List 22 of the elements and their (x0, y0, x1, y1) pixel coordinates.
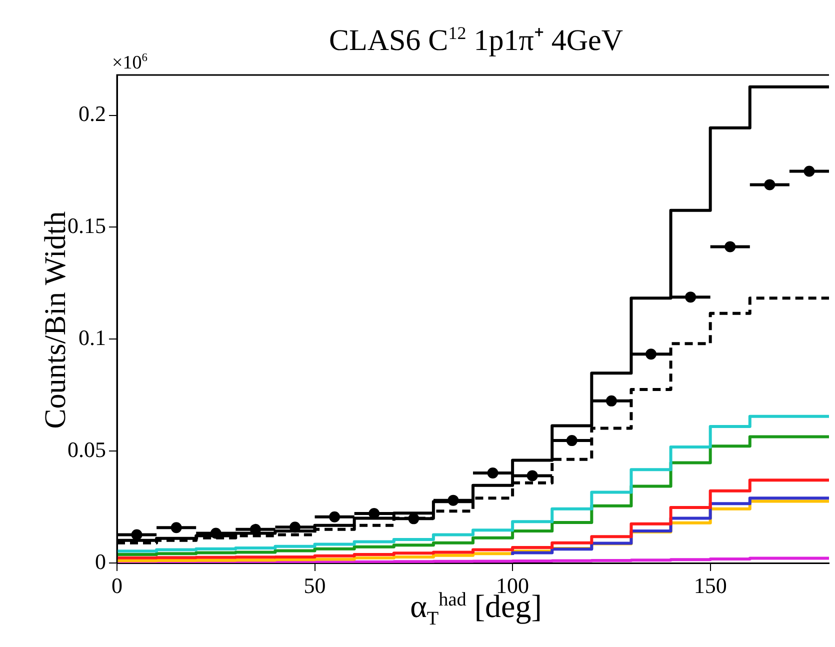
point (329, 511, 340, 522)
point (764, 179, 776, 190)
point (487, 468, 498, 479)
y-tick-label: 0.2 (78, 101, 106, 126)
point (685, 292, 696, 303)
y-tick-label: 0.1 (78, 324, 106, 350)
point (566, 435, 578, 446)
x-tick-label: 50 (304, 572, 326, 598)
point (131, 529, 142, 540)
chart-title: CLAS6 C$^{12}$ 1p1π⁺ 4GeV (329, 22, 623, 59)
x-tick-label: 150 (694, 572, 727, 598)
y-tick-label: 0.05 (68, 436, 106, 462)
y-tick-label: 0.15 (68, 213, 106, 238)
point (526, 470, 538, 482)
point (804, 166, 815, 177)
point (170, 522, 182, 534)
y-tick-label: 0 (95, 548, 106, 574)
text: ×10$^{6}$ (112, 52, 148, 74)
point (724, 241, 736, 252)
point (646, 348, 656, 360)
x-tick-label: 0 (112, 572, 122, 598)
point (606, 395, 617, 406)
